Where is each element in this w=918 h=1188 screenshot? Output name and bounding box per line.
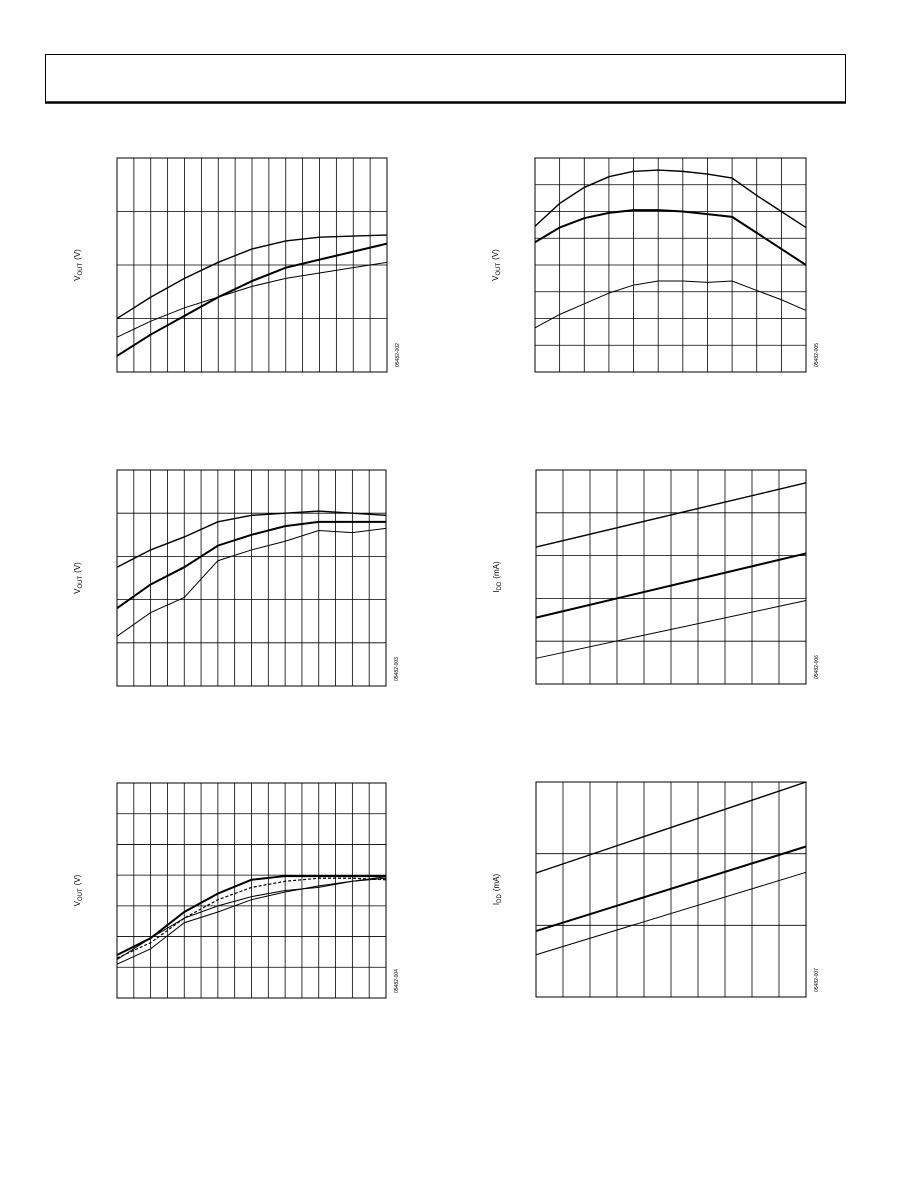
y-axis-label: VOUT (V) [491, 249, 502, 281]
label-symbol: V [73, 588, 82, 594]
plot-frame [116, 782, 387, 999]
y-axis-label: IDD (mA) [492, 561, 503, 593]
data-line [535, 482, 807, 548]
label-unit: (mA) [492, 874, 501, 892]
y-axis-label: VOUT (V) [73, 874, 84, 906]
label-unit: (V) [491, 249, 500, 260]
plot-frame [535, 781, 807, 998]
data-line [535, 871, 807, 956]
plot-frame [535, 469, 807, 685]
label-symbol: V [73, 900, 82, 906]
label-unit: (V) [73, 562, 82, 573]
figure-code: 05482-007 [814, 968, 820, 992]
plot-frame [116, 469, 387, 687]
data-line [116, 510, 387, 568]
data-line [116, 877, 387, 961]
label-subscript: OUT [78, 263, 84, 276]
label-symbol: I [492, 590, 501, 592]
label-symbol: I [492, 903, 501, 905]
figure-code: 05482-003 [394, 657, 400, 681]
label-symbol: V [73, 275, 82, 281]
y-axis-label: IDD (mA) [492, 874, 503, 906]
header-box [45, 54, 846, 103]
data-line [534, 280, 807, 329]
data-line [535, 552, 807, 619]
figure-code: 05482-004 [394, 969, 400, 993]
y-axis-label: VOUT (V) [73, 562, 84, 594]
data-line [534, 209, 807, 266]
data-line [535, 845, 807, 933]
data-line [535, 600, 807, 659]
label-subscript: OUT [496, 263, 502, 276]
data-line [535, 781, 807, 874]
label-symbol: V [491, 275, 500, 281]
data-line [116, 875, 386, 956]
label-unit: (V) [73, 874, 82, 885]
label-unit: (mA) [492, 561, 501, 579]
data-line [116, 877, 387, 959]
data-line [116, 242, 388, 357]
data-line [116, 527, 387, 637]
data-line [534, 169, 807, 229]
label-subscript: DD [497, 894, 503, 903]
figure-code: 05482-006 [814, 655, 820, 679]
label-subscript: OUT [78, 576, 84, 589]
figure-code: 05482-002 [395, 343, 401, 367]
label-unit: (V) [73, 249, 82, 260]
data-line [116, 234, 388, 320]
data-line [116, 876, 387, 965]
plot-frame [116, 157, 388, 373]
figure-code: 05482-005 [814, 343, 820, 367]
data-line [116, 520, 386, 610]
label-subscript: OUT [78, 888, 84, 901]
label-subscript: DD [497, 581, 503, 590]
y-axis-label: VOUT (V) [73, 249, 84, 281]
data-line [116, 261, 388, 338]
